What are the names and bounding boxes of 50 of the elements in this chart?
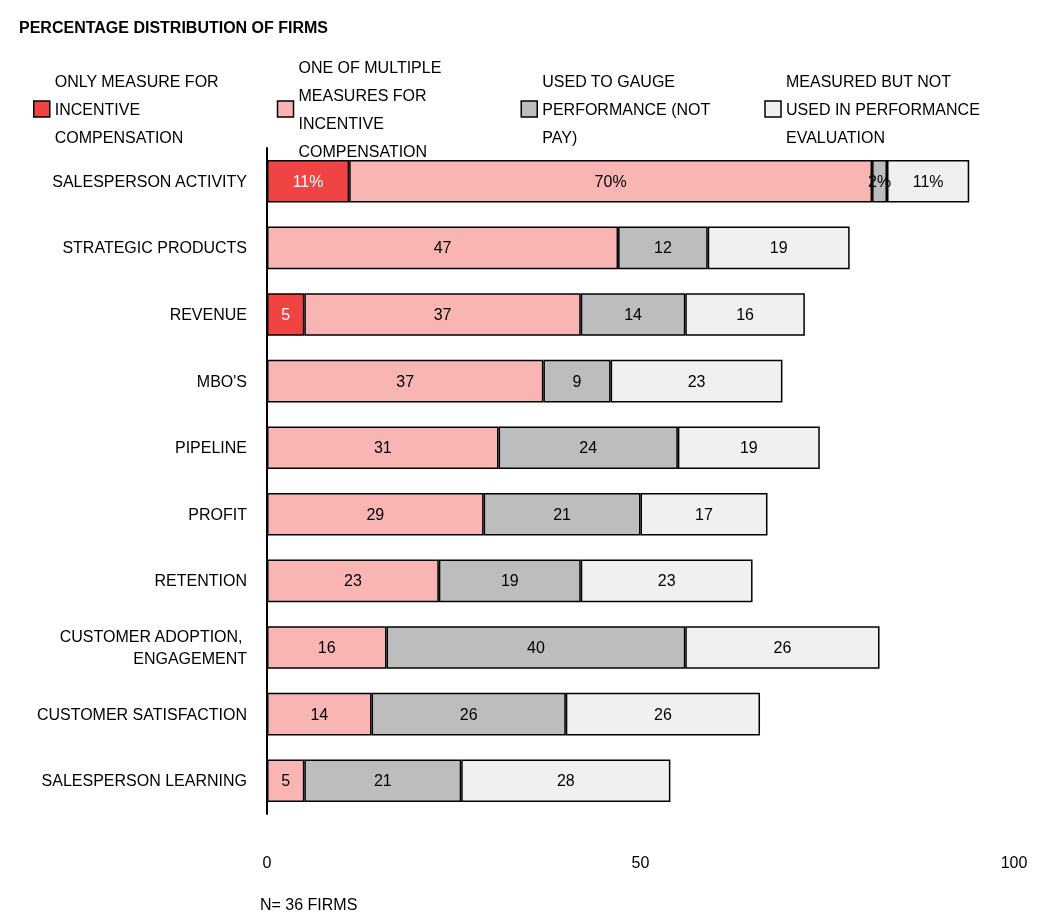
x-tick-label: 50 [631,853,650,871]
y-tick-label: REVENUE [169,306,247,323]
data-label: 9 [572,372,582,390]
data-label: 21 [373,772,392,790]
chart-title: PERCENTAGE DISTRIBUTION OF FIRMS [19,18,329,36]
legend-label: USED TO GAUGE PERFORMANCE (NOT PAY) [542,72,715,146]
data-label: 17 [695,505,713,523]
data-label: 14 [310,705,329,723]
data-label: 19 [739,439,758,457]
data-label: 70% [594,172,627,190]
data-label: 11% [912,172,944,190]
text: N= 36 FIRMS [260,895,358,913]
data-label: 16 [317,639,336,656]
data-label: 5 [281,772,291,790]
y-tick-label: SALESPERSON ACTIVITY [52,172,248,190]
data-label: 12 [654,239,672,257]
data-label: 29 [366,505,385,523]
y-tick-label: PROFIT [188,505,248,523]
legend-label: ONLY MEASURE FOR INCENTIVE COMPENSATION [54,72,224,146]
data-label: 5 [281,306,291,323]
y-tick-label: CUSTOMER ADOPTION, ENGAGEMENT [59,628,248,667]
data-label: 23 [657,572,676,590]
data-label: 11% [292,172,324,190]
y-tick-label: CUSTOMER SATISFACTION [36,705,247,723]
data-label: 23 [344,572,362,590]
data-label: 26 [459,705,478,723]
data-label: 19 [769,239,788,257]
y-tick-label: SALESPERSON LEARNING [41,772,247,790]
data-label: 26 [773,639,792,656]
data-label: 47 [433,239,452,257]
y-tick-label: STRATEGIC PRODUCTS [62,239,247,257]
legend-label: MEASURED BUT NOT USED IN PERFORMANCE EVALUATION [786,72,985,146]
data-label: 31 [373,439,392,457]
data-label: 21 [553,505,572,523]
data-label: 24 [579,439,598,457]
data-label: 23 [687,372,706,390]
data-label: 16 [736,306,755,323]
legend-label: ONE OF MULTIPLE MEASURES FOR INCENTIVE COMPENSATION [298,58,446,160]
data-label: 19 [500,572,519,590]
y-tick-label: RETENTION [154,572,247,590]
data-label: 26 [654,705,672,723]
data-label: 37 [396,372,415,390]
data-label: 40 [527,639,545,656]
y-tick-label: MBO'S [196,372,247,390]
y-tick-label: PIPELINE [174,439,247,457]
data-label: 28 [556,772,575,790]
x-tick-label: 0 [262,853,272,871]
data-label: 37 [433,306,452,323]
data-label: 14 [624,306,643,323]
x-tick-label: 100 [1000,853,1028,871]
